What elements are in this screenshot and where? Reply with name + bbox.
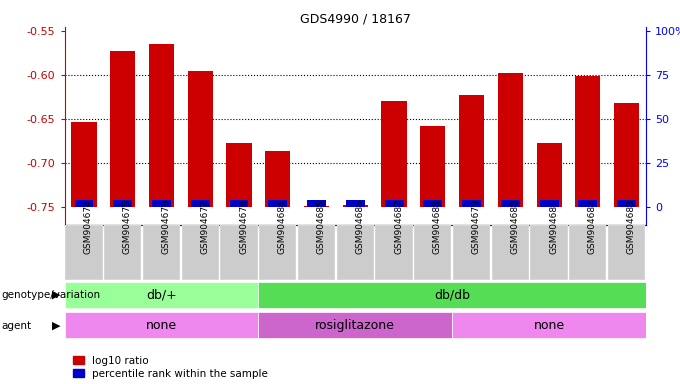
Bar	[537, 143, 562, 207]
Bar	[540, 200, 558, 207]
Legend: log10 ratio, percentile rank within the sample: log10 ratio, percentile rank within the …	[73, 356, 268, 379]
FancyBboxPatch shape	[104, 225, 141, 280]
FancyBboxPatch shape	[492, 225, 529, 280]
Text: none: none	[146, 319, 177, 332]
Bar	[343, 205, 368, 207]
Text: GSM904682: GSM904682	[588, 199, 597, 254]
Bar	[498, 73, 523, 207]
Bar	[424, 200, 442, 207]
Text: none: none	[534, 319, 564, 332]
Bar	[188, 71, 213, 207]
Text: GSM904680: GSM904680	[510, 199, 520, 254]
FancyBboxPatch shape	[414, 225, 452, 280]
FancyBboxPatch shape	[569, 225, 607, 280]
Text: db/+: db/+	[146, 288, 177, 301]
FancyBboxPatch shape	[453, 225, 490, 280]
Bar	[579, 200, 597, 207]
Text: GSM904674: GSM904674	[84, 199, 93, 254]
FancyBboxPatch shape	[608, 225, 645, 280]
Text: GSM904686: GSM904686	[355, 199, 364, 254]
Text: agent: agent	[1, 321, 31, 331]
Text: GSM904683: GSM904683	[627, 199, 636, 254]
Bar	[459, 94, 484, 207]
Bar	[385, 200, 403, 207]
Bar	[269, 200, 287, 207]
Bar	[75, 200, 93, 207]
Text: GSM904679: GSM904679	[471, 199, 481, 254]
FancyBboxPatch shape	[143, 225, 180, 280]
Text: GSM904681: GSM904681	[549, 199, 558, 254]
Bar	[501, 200, 520, 207]
Text: GSM904685: GSM904685	[316, 199, 326, 254]
Bar	[420, 126, 445, 207]
Text: GSM904684: GSM904684	[277, 199, 287, 254]
Bar	[149, 45, 174, 207]
Bar	[226, 143, 252, 207]
Text: rosiglitazone: rosiglitazone	[316, 319, 395, 332]
FancyBboxPatch shape	[337, 225, 374, 280]
Bar	[462, 200, 481, 207]
Title: GDS4990 / 18167: GDS4990 / 18167	[300, 13, 411, 26]
FancyBboxPatch shape	[452, 313, 646, 338]
Text: GSM904688: GSM904688	[432, 199, 442, 254]
Text: GSM904675: GSM904675	[122, 199, 132, 254]
Bar	[230, 200, 248, 207]
Bar	[381, 101, 407, 207]
FancyBboxPatch shape	[220, 225, 258, 280]
Bar	[71, 122, 97, 207]
Bar	[617, 200, 636, 207]
Bar	[346, 200, 364, 207]
FancyBboxPatch shape	[530, 225, 568, 280]
Bar	[614, 103, 639, 207]
Text: GSM904678: GSM904678	[239, 199, 248, 254]
Text: GSM904677: GSM904677	[200, 199, 209, 254]
FancyBboxPatch shape	[259, 225, 296, 280]
Bar	[114, 200, 132, 207]
FancyBboxPatch shape	[182, 225, 219, 280]
Text: genotype/variation: genotype/variation	[1, 290, 101, 300]
Text: ▶: ▶	[52, 321, 60, 331]
FancyBboxPatch shape	[258, 313, 452, 338]
Bar	[307, 200, 326, 207]
Bar	[304, 206, 329, 207]
Bar	[110, 51, 135, 207]
Bar	[152, 200, 171, 207]
FancyBboxPatch shape	[258, 282, 646, 308]
Bar	[265, 151, 290, 207]
FancyBboxPatch shape	[65, 225, 103, 280]
FancyBboxPatch shape	[65, 313, 258, 338]
Text: db/db: db/db	[435, 288, 470, 301]
Bar	[191, 200, 209, 207]
FancyBboxPatch shape	[298, 225, 335, 280]
Text: GSM904676: GSM904676	[162, 199, 171, 254]
FancyBboxPatch shape	[65, 282, 258, 308]
Text: GSM904687: GSM904687	[394, 199, 403, 254]
Text: ▶: ▶	[52, 290, 60, 300]
FancyBboxPatch shape	[375, 225, 413, 280]
Bar	[575, 76, 600, 207]
